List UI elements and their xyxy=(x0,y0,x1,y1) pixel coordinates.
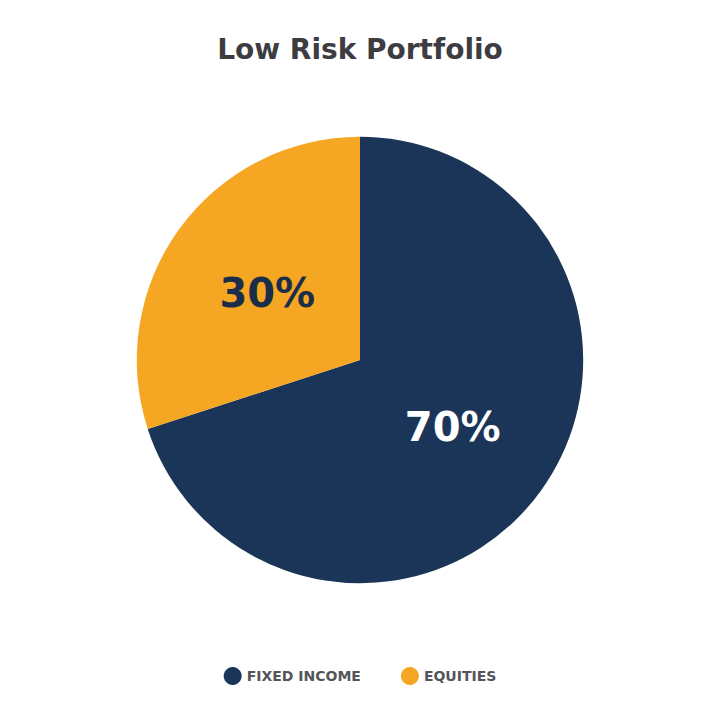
svg-text:EQUITIES: EQUITIES xyxy=(424,668,496,684)
svg-text:Low Risk Portfolio: Low Risk Portfolio xyxy=(217,33,503,66)
svg-text:FIXED INCOME: FIXED INCOME xyxy=(247,668,361,684)
svg-text:70%: 70% xyxy=(405,404,501,450)
svg-text:30%: 30% xyxy=(219,270,315,316)
